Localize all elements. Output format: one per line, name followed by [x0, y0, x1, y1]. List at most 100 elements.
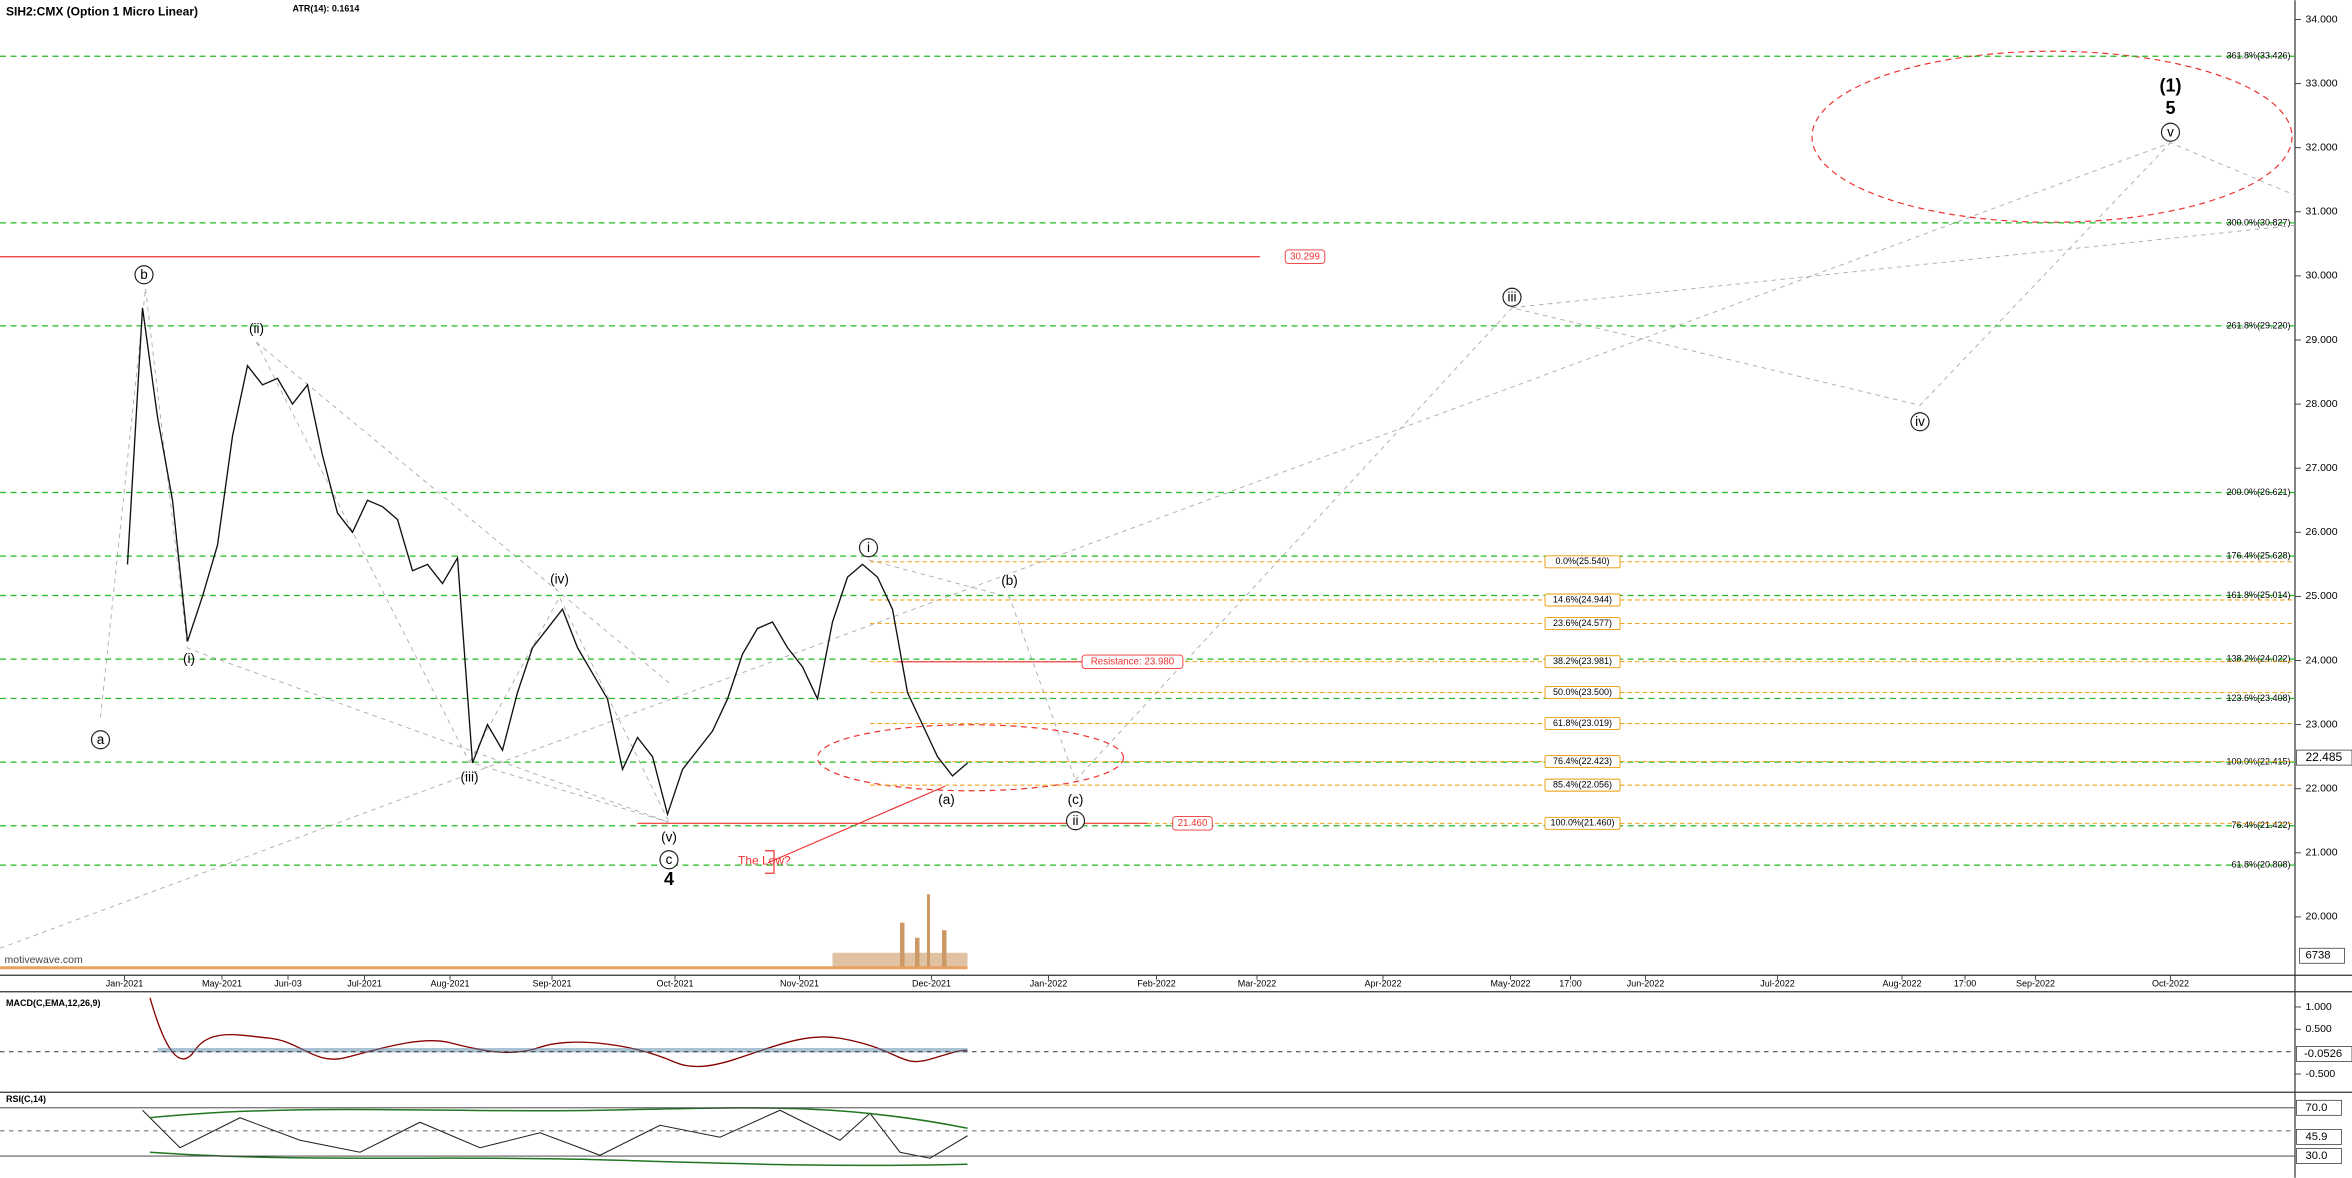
red-level-label: 21.460 [1178, 818, 1208, 829]
y-tick-label: 29.000 [2306, 334, 2338, 346]
retracement-box [1544, 686, 1621, 700]
volume [0, 894, 968, 970]
red-level-label: 30.299 [1290, 251, 1320, 262]
fib-label: 76.4%(21.422) [2231, 820, 2290, 830]
x-tick-label: Jan-2022 [1030, 979, 1068, 989]
x-tick-label: Dec-2021 [912, 979, 951, 989]
macd-tick-label: -0.500 [2306, 1068, 2336, 1080]
wave-circle [90, 730, 111, 750]
wave-label: a [97, 732, 105, 747]
macd-last-label: -0.0526 [2304, 1048, 2342, 1060]
y-tick-label: 26.000 [2306, 526, 2338, 538]
volume-label: 6738 [2306, 950, 2331, 962]
wave-label: 5 [2165, 98, 2175, 118]
x-tick-label: May-2022 [1490, 979, 1530, 989]
x-tick-label: Oct-2022 [2152, 979, 2189, 989]
retracement-label: 23.6%(24.577) [1553, 618, 1612, 628]
y-tick-label: 20.000 [2306, 911, 2338, 923]
x-tick-label: Jun-03 [274, 979, 302, 989]
rsi-tick-label: 70.0 [2306, 1102, 2328, 1114]
wave-label: (i) [183, 651, 195, 666]
x-tick-label: Jun-2022 [1627, 979, 1665, 989]
wave-label: v [2167, 125, 2174, 140]
macd-title: MACD(C,EMA,12,26,9) [6, 998, 101, 1008]
chart-title: SIH2:CMX (Option 1 Micro Linear) [6, 4, 198, 18]
retracement-label: 85.4%(22.056) [1553, 779, 1612, 789]
y-tick-label: 32.000 [2306, 141, 2338, 153]
x-tick-label: Feb-2022 [1137, 979, 1176, 989]
wave-label: ii [1073, 813, 1079, 828]
macd-tick-label: 1.000 [2306, 1001, 2332, 1013]
x-tick-label: Sep-2022 [2016, 979, 2055, 989]
y-tick-label: 22.000 [2306, 782, 2338, 794]
wave-label: i [867, 540, 870, 555]
retracement-label: 0.0%(25.540) [1555, 556, 1609, 566]
watermark: motivewave.com [5, 954, 83, 966]
wave-label: c [666, 852, 673, 867]
fib-label: 261.8%(29.220) [2226, 320, 2290, 330]
y-tick-label: 28.000 [2306, 398, 2338, 410]
y-tick-label: 31.000 [2306, 206, 2338, 218]
retracement-label: 50.0%(23.500) [1553, 687, 1612, 697]
y-tick-label: 25.000 [2306, 590, 2338, 602]
rsi-tick-box [2296, 1148, 2342, 1164]
y-tick-label: 21.000 [2306, 847, 2338, 859]
wave-label: (b) [1001, 573, 1018, 588]
low-bracket [765, 850, 775, 874]
y-tick-label: 24.000 [2306, 654, 2338, 666]
retracement-box [1544, 816, 1621, 830]
fib-label: 300.0%(30.827) [2226, 217, 2290, 227]
x-tick-label: Jul-2021 [347, 979, 382, 989]
rsi-tick-box [2296, 1099, 2342, 1116]
fib-label: 161.8%(25.014) [2226, 590, 2290, 600]
wave-label: b [140, 267, 148, 282]
fib-label: 61.8%(20.808) [2231, 859, 2290, 869]
x-tick-label: 17:00 [1559, 979, 1582, 989]
wave-label: (v) [661, 830, 677, 845]
wave-label: iii [1508, 290, 1517, 305]
wave-circle [659, 850, 679, 870]
fib-label: 176.4%(25.628) [2226, 551, 2290, 561]
macd-tick-label: 0.500 [2306, 1023, 2332, 1035]
retracement-label: 76.4%(22.423) [1553, 756, 1612, 766]
x-tick-label: May-2021 [202, 979, 242, 989]
rsi-last-box [2296, 1128, 2342, 1145]
wave-circle [858, 538, 879, 558]
x-tick-label: Aug-2021 [430, 979, 469, 989]
retracement-box [1544, 778, 1621, 792]
price-line [126, 307, 968, 817]
x-tick-label: Apr-2022 [1364, 979, 1401, 989]
x-tick-label: Oct-2021 [656, 979, 693, 989]
macd-last-box [2296, 1046, 2352, 1062]
y-tick-label: 30.000 [2306, 270, 2338, 282]
x-tick-label: 17:00 [1954, 979, 1977, 989]
wave-label: (iv) [550, 572, 569, 587]
y-tick-label: 23.000 [2306, 718, 2338, 730]
wave-label: (iii) [461, 770, 479, 785]
rsi-band [149, 1107, 968, 1129]
rsi-last-label: 45.9 [2306, 1131, 2328, 1143]
wave-label: (1) [2160, 75, 2182, 95]
rsi-line [142, 1109, 968, 1159]
fib-label: 123.6%(23.408) [2226, 693, 2290, 703]
ellipses [816, 50, 2293, 792]
red-level-box [1081, 654, 1184, 669]
rsi-band [149, 1151, 968, 1167]
x-tick-label: Aug-2022 [1882, 979, 1921, 989]
wave-circle [1502, 287, 1522, 307]
x-tick-label: Jul-2022 [1760, 979, 1795, 989]
wave-label: 4 [664, 869, 674, 889]
x-tick-label: Mar-2022 [1238, 979, 1277, 989]
volume-box [2299, 947, 2345, 964]
y-tick-label: 33.000 [2306, 77, 2338, 89]
fib-label: 200.0%(26.621) [2226, 487, 2290, 497]
wave-circle [1910, 412, 1930, 432]
fib-label: 138.2%(24.022) [2226, 653, 2290, 663]
retracement-label: 100.0%(21.460) [1550, 818, 1614, 828]
wave-label: (a) [938, 792, 955, 807]
last-price-box [2296, 749, 2352, 766]
wave-circle [1065, 811, 1086, 831]
